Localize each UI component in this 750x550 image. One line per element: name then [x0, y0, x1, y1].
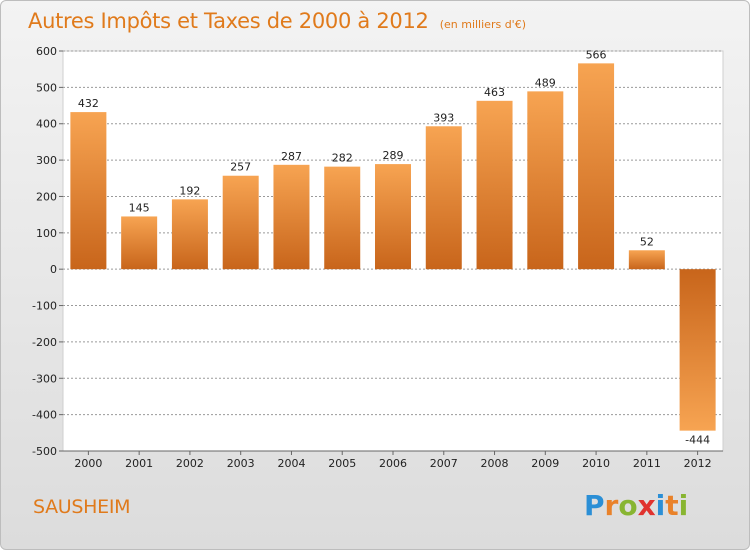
- x-tick-label-2009: 2009: [531, 457, 559, 470]
- logo-letter: o: [618, 489, 638, 522]
- value-label-2012: -444: [685, 434, 710, 447]
- y-tick-label: -500: [32, 445, 57, 458]
- y-tick-label: 600: [36, 45, 57, 58]
- value-label-2009: 489: [535, 76, 556, 89]
- x-tick-label-2012: 2012: [684, 457, 712, 470]
- proxiti-logo: Proxiti: [584, 489, 688, 522]
- y-tick-label: -100: [32, 300, 57, 313]
- value-label-2002: 192: [179, 184, 200, 197]
- y-tick-label: 500: [36, 81, 57, 94]
- value-label-2001: 145: [129, 201, 150, 214]
- value-label-2007: 393: [433, 111, 454, 124]
- bar-2011: [628, 250, 665, 270]
- x-tick-label-2000: 2000: [74, 457, 102, 470]
- logo-letter: P: [584, 489, 605, 522]
- bar-2005: [324, 166, 361, 270]
- y-tick-label: -300: [32, 372, 57, 385]
- x-tick-label-2008: 2008: [481, 457, 509, 470]
- title-text: Autres Impôts et Taxes de 2000 à 2012: [28, 9, 429, 33]
- bar-2000: [70, 112, 107, 270]
- logo-letter: i: [678, 489, 689, 522]
- bar-2008: [476, 100, 513, 270]
- y-tick-label: 100: [36, 227, 57, 240]
- y-tick-label: -400: [32, 409, 57, 422]
- logo-letter: x: [637, 489, 656, 522]
- x-tick-label-2007: 2007: [430, 457, 458, 470]
- bar-2012: [679, 269, 716, 431]
- x-tick-label-2001: 2001: [125, 457, 153, 470]
- y-tick-label: -200: [32, 336, 57, 349]
- bar-2009: [527, 91, 564, 270]
- logo-letter: i: [655, 489, 666, 522]
- x-tick-label-2005: 2005: [328, 457, 356, 470]
- x-tick-label-2010: 2010: [582, 457, 610, 470]
- value-label-2005: 282: [332, 152, 353, 165]
- bar-2003: [222, 175, 259, 270]
- value-label-2000: 432: [78, 97, 99, 110]
- value-label-2006: 289: [383, 149, 404, 162]
- x-tick-label-2011: 2011: [633, 457, 661, 470]
- chart-title: Autres Impôts et Taxes de 2000 à 2012 (e…: [28, 9, 526, 33]
- bar-2010: [578, 63, 615, 270]
- value-label-2011: 52: [640, 235, 654, 248]
- bar-2001: [121, 216, 158, 270]
- value-label-2008: 463: [484, 86, 505, 99]
- bar-2007: [425, 126, 462, 270]
- bar-2004: [273, 164, 310, 270]
- x-tick-label-2002: 2002: [176, 457, 204, 470]
- bar-2006: [375, 164, 411, 270]
- x-axis-ticks: 2000 2001 2002 2003 2004 2005 2006 2007 2008 2009…: [63, 450, 723, 470]
- y-tick-label: 200: [36, 190, 57, 203]
- logo-letter: r: [604, 489, 619, 522]
- y-axis-ticks: 600 500 400 300 200 100 0 -100 -200 -300 -400 -500: [32, 45, 63, 458]
- commune-name: SAUSHEIM: [33, 496, 131, 518]
- y-tick-label: 0: [50, 263, 57, 276]
- x-tick-label-2004: 2004: [277, 457, 305, 470]
- x-tick-label-2006: 2006: [379, 457, 407, 470]
- value-labels: 432 145 192 257 287 282 289 393 463 489 566 52 -444: [78, 48, 710, 446]
- y-tick-label: 400: [36, 118, 57, 131]
- value-label-2003: 257: [230, 161, 251, 174]
- y-tick-label: 300: [36, 154, 57, 167]
- value-label-2010: 566: [586, 48, 607, 61]
- unit-note: (en milliers d'€): [439, 18, 526, 31]
- bars: [70, 63, 716, 431]
- logo-letter: t: [665, 489, 679, 522]
- x-tick-label-2003: 2003: [227, 457, 255, 470]
- bar-2002: [171, 199, 208, 270]
- value-label-2004: 287: [281, 150, 302, 163]
